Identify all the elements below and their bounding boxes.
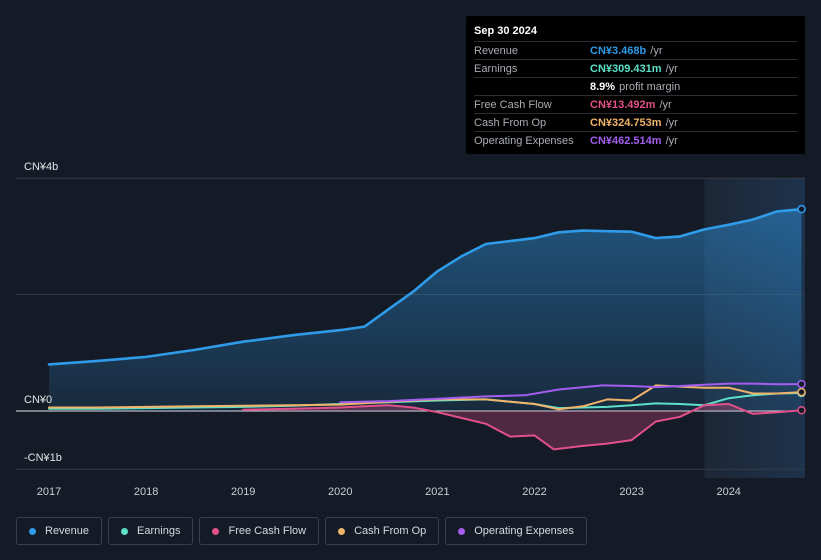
tooltip-row-value: 8.9% [590, 80, 616, 93]
operating-expenses-end-marker [797, 379, 806, 389]
tooltip-row: Operating Expenses CN¥462.514m/yr [474, 131, 797, 149]
cash-from-op-line [48, 384, 803, 411]
tooltip-row: Cash From Op CN¥324.753m/yr [474, 113, 797, 131]
tooltip-row: Free Cash Flow CN¥13.492m/yr [474, 95, 797, 113]
operating-expenses-line [339, 382, 803, 404]
legend: Revenue Earnings Free Cash Flow Cash From O… [16, 517, 587, 545]
tooltip-row: Revenue CN¥3.468b/yr [474, 41, 797, 59]
tooltip-row-value: CN¥462.514m [590, 134, 662, 147]
legend-dot-icon [458, 527, 466, 535]
legend-label: Operating Expenses [474, 525, 574, 537]
legend-item-cash-from-op[interactable]: Cash From Op [325, 517, 440, 545]
tooltip-row-unit: /yr [650, 44, 663, 57]
legend-item-earnings[interactable]: Earnings [108, 517, 194, 545]
tooltip-row-name: Revenue [474, 44, 519, 57]
tooltip-row-unit: /yr [665, 116, 678, 129]
tooltip-row-value: CN¥324.753m [590, 116, 662, 129]
tooltip-row-name: Earnings [474, 62, 518, 75]
tooltip-row: Earnings CN¥309.431m/yr [474, 59, 797, 77]
x-tick-label: 2023 [619, 486, 643, 498]
x-tick-label: 2020 [328, 486, 352, 498]
tooltip-row-unit: /yr [665, 62, 678, 75]
tooltip-row-unit: /yr [659, 98, 672, 111]
tooltip: Sep 30 2024 Revenue CN¥3.468b/yr Earnings C… [466, 16, 805, 154]
x-tick-label: 2022 [522, 486, 546, 498]
tooltip-row-unit: profit margin [619, 80, 681, 93]
legend-dot-icon [29, 527, 36, 535]
revenue-end-marker [797, 204, 806, 214]
tooltip-row-unit: /yr [665, 134, 678, 147]
revenue-line [47, 207, 803, 366]
x-tick-label: 2018 [134, 486, 158, 498]
legend-item-revenue[interactable]: Revenue [16, 517, 103, 545]
tooltip-row-name: Operating Expenses [474, 134, 574, 147]
tooltip-row: 8.9% profit margin [474, 77, 797, 95]
y-tick-label: CN¥0 [24, 394, 52, 406]
x-tick-label: 2019 [231, 486, 255, 498]
x-tick-label: 2017 [37, 486, 61, 498]
legend-label: Free Cash Flow [228, 525, 307, 537]
x-tick-label: 2024 [716, 486, 740, 498]
tooltip-row-name: Cash From Op [474, 116, 547, 129]
legend-item-free-cash-flow[interactable]: Free Cash Flow [199, 517, 320, 545]
x-tick-label: 2021 [425, 486, 449, 498]
legend-dot-icon [212, 527, 220, 535]
cash-from-op-end-marker [797, 387, 806, 397]
tooltip-row-name: Free Cash Flow [474, 98, 552, 111]
free-cash-flow-end-marker [797, 405, 806, 415]
legend-dot-icon [121, 527, 129, 535]
free-cash-flow-line [242, 403, 803, 451]
y-tick-label: -CN¥1b [24, 452, 62, 464]
legend-label: Revenue [45, 525, 90, 537]
revenue-area [49, 209, 802, 411]
tooltip-row-value: CN¥13.492m [590, 98, 656, 111]
legend-label: Cash From Op [354, 525, 427, 537]
tooltip-date: Sep 30 2024 [474, 25, 537, 37]
legend-label: Earnings [137, 525, 181, 537]
legend-item-operating-expenses[interactable]: Operating Expenses [445, 517, 587, 545]
legend-dot-icon [338, 527, 346, 535]
tooltip-row-value: CN¥309.431m [590, 62, 662, 75]
free-cash-flow-area [243, 404, 802, 450]
tooltip-row-value: CN¥3.468b [590, 44, 647, 57]
y-tick-label: CN¥4b [24, 161, 58, 173]
